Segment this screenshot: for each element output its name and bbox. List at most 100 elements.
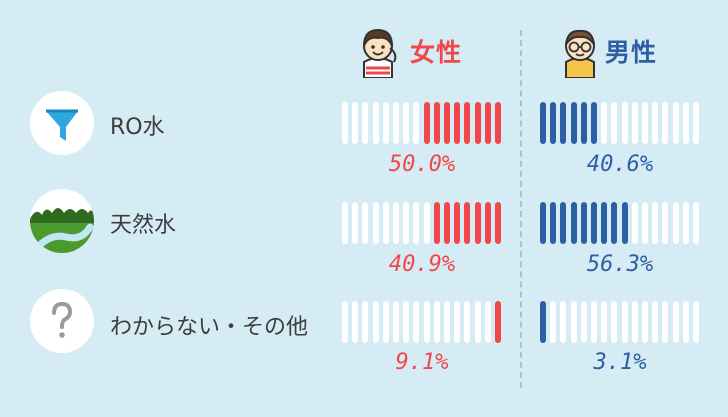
bar-segment-empty (403, 301, 410, 343)
bar-segment-empty (433, 301, 440, 343)
bar-segment-empty (662, 102, 669, 144)
bar-segment-filled (464, 202, 471, 244)
bar-segment-empty (642, 301, 648, 343)
bar-segment-empty (693, 102, 699, 144)
female-bar-natural-water (342, 202, 502, 244)
male-bar-natural-water (540, 202, 700, 244)
bar-segment-filled (495, 301, 501, 343)
male-value-ro-water: 40.6% (586, 152, 654, 177)
bar-segment-filled (484, 102, 491, 144)
bar-segment-filled (474, 202, 481, 244)
bar-segment-empty (362, 301, 369, 343)
bar-segment-empty (382, 202, 389, 244)
river-landscape-icon (30, 189, 94, 253)
bar-segment-empty (662, 301, 669, 343)
female-bar-ro-water (342, 102, 502, 144)
bar-segment-empty (672, 202, 679, 244)
bar-segment-empty (393, 202, 399, 244)
male-bar-ro-water (540, 102, 700, 144)
bar-segment-filled (550, 202, 557, 244)
bar-segment-empty (672, 301, 679, 343)
bar-segment-empty (652, 102, 659, 144)
bar-segment-filled (570, 102, 577, 144)
bar-segment-empty (413, 202, 420, 244)
bar-segment-empty (382, 102, 389, 144)
bar-segment-filled (560, 102, 567, 144)
bar-segment-filled (621, 202, 628, 244)
female-value-natural-water: 40.9% (388, 252, 456, 277)
bar-segment-filled (484, 202, 491, 244)
bar-segment-filled (495, 202, 501, 244)
bar-segment-empty (662, 202, 669, 244)
bar-segment-empty (413, 102, 420, 144)
bar-segment-empty (570, 301, 577, 343)
bar-segment-empty (423, 202, 430, 244)
bar-segment-filled (611, 202, 618, 244)
bar-segment-empty (454, 301, 461, 343)
bar-segment-empty (601, 102, 608, 144)
bar-segment-filled (540, 102, 546, 144)
bar-segment-empty (382, 301, 389, 343)
bar-segment-filled (570, 202, 577, 244)
male-column-header: 男性 (605, 38, 658, 67)
bar-segment-filled (433, 202, 440, 244)
bar-segment-empty (550, 301, 557, 343)
bar-segment-empty (342, 102, 348, 144)
bar-segment-empty (621, 301, 628, 343)
bar-segment-empty (652, 202, 659, 244)
bar-segment-empty (372, 301, 379, 343)
bar-segment-empty (682, 202, 689, 244)
bar-segment-empty (631, 102, 638, 144)
bar-segment-empty (372, 102, 379, 144)
bar-segment-filled (540, 301, 546, 343)
bar-segment-empty (682, 301, 689, 343)
bar-segment-empty (413, 301, 420, 343)
bar-segment-empty (352, 301, 359, 343)
bar-segment-filled (580, 202, 587, 244)
bar-segment-filled (433, 102, 440, 144)
bar-segment-filled (464, 102, 471, 144)
bar-segment-empty (342, 301, 348, 343)
bar-segment-empty (362, 102, 369, 144)
bar-segment-empty (611, 102, 618, 144)
bar-segment-empty (693, 202, 699, 244)
bar-segment-filled (601, 202, 608, 244)
bar-segment-filled (591, 202, 597, 244)
bar-segment-empty (642, 102, 648, 144)
bar-segment-empty (474, 301, 481, 343)
female-value-ro-water: 50.0% (388, 152, 456, 177)
row-label-unknown-other: わからない・その他 (110, 315, 309, 340)
bar-segment-empty (444, 301, 450, 343)
bar-segment-empty (631, 301, 638, 343)
bar-segment-empty (372, 202, 379, 244)
bar-segment-filled (495, 102, 501, 144)
bar-segment-empty (352, 202, 359, 244)
bar-segment-filled (423, 102, 430, 144)
bar-segment-empty (601, 301, 608, 343)
female-column-header: 女性 (410, 38, 463, 67)
bar-segment-empty (591, 301, 597, 343)
male-value-unknown-other: 3.1% (593, 350, 647, 375)
bar-segment-empty (423, 301, 430, 343)
bar-segment-empty (642, 202, 648, 244)
bar-segment-empty (342, 202, 348, 244)
bar-segment-empty (393, 102, 399, 144)
bar-segment-filled (591, 102, 597, 144)
bar-segment-filled (474, 102, 481, 144)
bar-segment-empty (652, 301, 659, 343)
bar-segment-empty (352, 102, 359, 144)
bar-segment-empty (464, 301, 471, 343)
bar-segment-empty (580, 301, 587, 343)
row-label-ro-water: RO水 (110, 115, 165, 140)
column-divider (520, 30, 522, 388)
girl-avatar-icon (363, 28, 397, 78)
bar-segment-filled (454, 202, 461, 244)
bar-segment-filled (540, 202, 546, 244)
bar-segment-empty (393, 301, 399, 343)
bar-segment-filled (444, 202, 450, 244)
bar-segment-empty (403, 202, 410, 244)
boy-with-glasses-avatar-icon (565, 29, 595, 78)
question-mark-icon (30, 289, 94, 353)
funnel-filter-icon (30, 91, 94, 155)
male-value-natural-water: 56.3% (586, 252, 654, 277)
